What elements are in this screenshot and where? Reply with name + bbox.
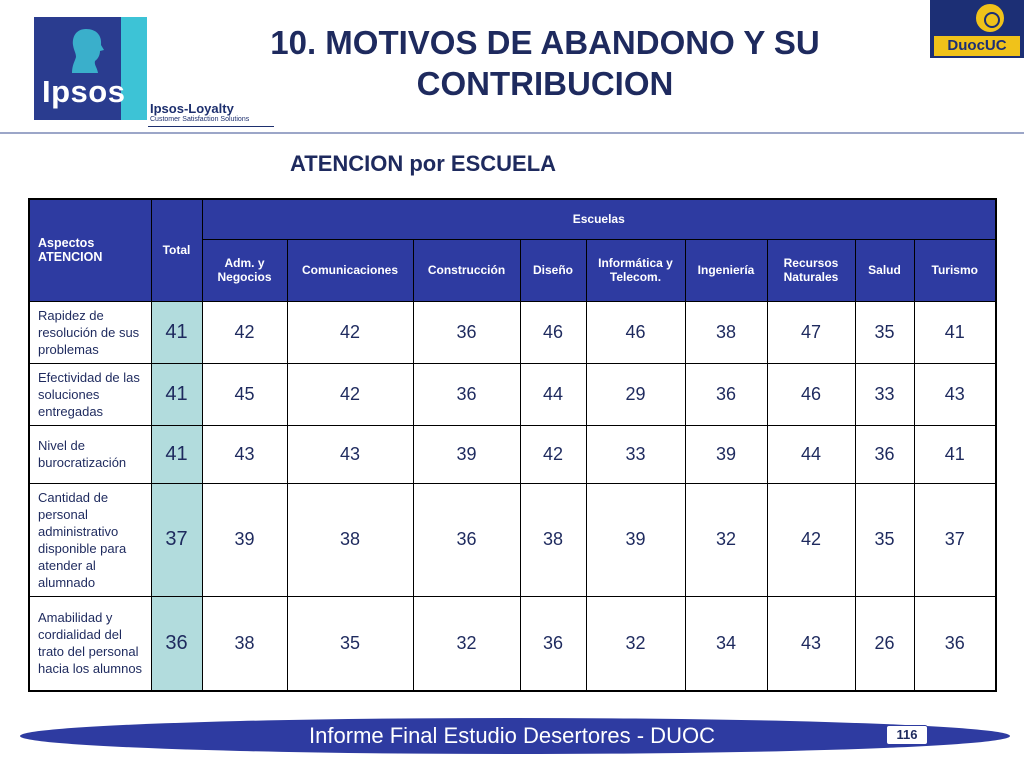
- corner-header: Aspectos ATENCION: [28, 198, 152, 302]
- duoc-brand-text: DuocUC: [934, 36, 1020, 56]
- value-cell: 35: [854, 300, 915, 364]
- aspect-cell: Cantidad de personal administrativo disp…: [28, 482, 152, 597]
- value-cell: 39: [412, 424, 521, 484]
- table-row: Nivel de burocratización 41 43 43 39 42 33 39 44…: [28, 424, 997, 484]
- value-cell: 37: [913, 482, 997, 597]
- value-cell: 29: [585, 362, 686, 426]
- value-cell: 39: [201, 482, 288, 597]
- value-cell: 43: [201, 424, 288, 484]
- schools-group-header: Escuelas: [201, 198, 997, 240]
- total-header: Total: [150, 198, 203, 302]
- value-cell: 38: [684, 300, 768, 364]
- aspect-cell: Efectividad de las soluciones entregadas: [28, 362, 152, 426]
- value-cell: 33: [854, 362, 915, 426]
- value-cell: 42: [766, 482, 856, 597]
- total-cell: 37: [150, 482, 203, 597]
- value-cell: 34: [684, 595, 768, 692]
- school-header: Informática y Telecom.: [585, 238, 686, 302]
- value-cell: 41: [913, 424, 997, 484]
- page-title-line1: 10. MOTIVOS DE ABANDONO Y SU: [270, 24, 820, 61]
- value-cell: 39: [684, 424, 768, 484]
- ipsos-logo: Ipsos: [34, 17, 147, 120]
- header-divider: [0, 132, 1024, 134]
- school-header: Salud: [854, 238, 915, 302]
- footer-bar: [20, 718, 1010, 754]
- value-cell: 44: [519, 362, 587, 426]
- aspect-cell: Amabilidad y cordialidad del trato del p…: [28, 595, 152, 692]
- value-cell: 26: [854, 595, 915, 692]
- total-cell: 36: [150, 595, 203, 692]
- value-cell: 33: [585, 424, 686, 484]
- value-cell: 36: [412, 482, 521, 597]
- value-cell: 32: [684, 482, 768, 597]
- value-cell: 43: [913, 362, 997, 426]
- value-cell: 38: [201, 595, 288, 692]
- school-header: Turismo: [913, 238, 997, 302]
- ipsos-brand-text: Ipsos: [42, 74, 126, 109]
- ipsos-loyalty-text: Ipsos-Loyalty: [150, 101, 234, 116]
- section-subtitle: ATENCION por ESCUELA: [290, 151, 557, 176]
- footer-text: Informe Final Estudio Desertores - DUOC: [309, 723, 715, 748]
- total-cell: 41: [150, 362, 203, 426]
- value-cell: 44: [766, 424, 856, 484]
- value-cell: 38: [519, 482, 587, 597]
- school-header: Construcción: [412, 238, 521, 302]
- school-header: Adm. y Negocios: [201, 238, 288, 302]
- value-cell: 32: [412, 595, 521, 692]
- value-cell: 35: [854, 482, 915, 597]
- value-cell: 42: [201, 300, 288, 364]
- total-cell: 41: [150, 300, 203, 364]
- value-cell: 36: [913, 595, 997, 692]
- school-header: Diseño: [519, 238, 587, 302]
- header-row-1: Aspectos ATENCION Total Escuelas: [28, 198, 997, 302]
- page-number: 116: [886, 725, 928, 745]
- aspect-cell: Rapidez de resolución de sus problemas: [28, 300, 152, 364]
- logo-stripe: [121, 17, 147, 120]
- logo-underline: [148, 126, 274, 127]
- value-cell: 36: [412, 300, 521, 364]
- value-cell: 39: [585, 482, 686, 597]
- value-cell: 32: [585, 595, 686, 692]
- value-cell: 42: [286, 300, 414, 364]
- value-cell: 38: [286, 482, 414, 597]
- value-cell: 46: [519, 300, 587, 364]
- aspect-cell: Nivel de burocratización: [28, 424, 152, 484]
- value-cell: 36: [854, 424, 915, 484]
- value-cell: 47: [766, 300, 856, 364]
- duoc-logo: DuocUC: [930, 0, 1024, 58]
- value-cell: 43: [286, 424, 414, 484]
- table-row: Efectividad de las soluciones entregadas…: [28, 362, 997, 426]
- duoc-seal-icon: [974, 2, 1006, 34]
- table-row: Cantidad de personal administrativo disp…: [28, 482, 997, 597]
- table-row: Amabilidad y cordialidad del trato del p…: [28, 595, 997, 692]
- school-header: Comunicaciones: [286, 238, 414, 302]
- value-cell: 42: [519, 424, 587, 484]
- header-row-2: Adm. y Negocios Comunicaciones Construcció…: [29, 238, 997, 302]
- table-body: Rapidez de resolución de sus problemas 41…: [28, 300, 997, 692]
- attention-table: Aspectos ATENCION Total Escuelas Adm. y …: [28, 198, 998, 692]
- value-cell: 46: [585, 300, 686, 364]
- page-title: 10. MOTIVOS DE ABANDONO Y SU CONTRIBUCIO…: [230, 22, 860, 104]
- value-cell: 36: [412, 362, 521, 426]
- school-header: Recursos Naturales: [766, 238, 856, 302]
- table-row: Rapidez de resolución de sus problemas 41…: [28, 300, 997, 364]
- ipsos-loyalty-subtext: Customer Satisfaction Solutions: [150, 116, 250, 123]
- value-cell: 36: [519, 595, 587, 692]
- table-header: Aspectos ATENCION Total Escuelas Adm. y …: [28, 198, 997, 302]
- value-cell: 42: [286, 362, 414, 426]
- page-title-line2: CONTRIBUCION: [416, 65, 674, 102]
- value-cell: 35: [286, 595, 414, 692]
- value-cell: 36: [684, 362, 768, 426]
- value-cell: 43: [766, 595, 856, 692]
- face-silhouette-icon: [72, 29, 104, 73]
- school-header: Ingeniería: [684, 238, 768, 302]
- value-cell: 46: [766, 362, 856, 426]
- value-cell: 41: [913, 300, 997, 364]
- value-cell: 45: [201, 362, 288, 426]
- total-cell: 41: [150, 424, 203, 484]
